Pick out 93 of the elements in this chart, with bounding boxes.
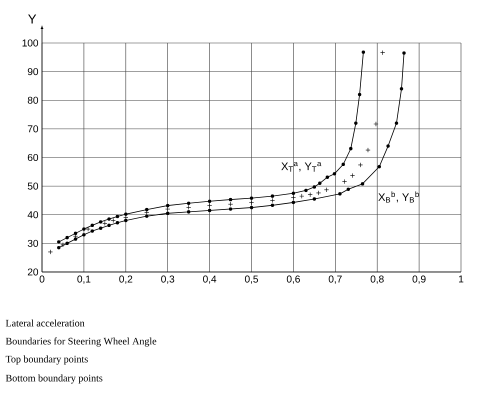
point	[250, 196, 254, 200]
point	[326, 176, 330, 179]
point	[349, 146, 353, 150]
point	[365, 148, 370, 153]
y-tick-label: 50	[28, 182, 38, 190]
point	[394, 121, 398, 125]
point	[312, 185, 316, 189]
x-tick-label: 0,8	[370, 276, 384, 284]
point	[107, 217, 111, 221]
point	[90, 224, 94, 228]
point	[292, 192, 296, 195]
point	[116, 214, 120, 218]
y-tick-label: 80	[28, 96, 38, 104]
point	[250, 206, 254, 210]
point	[386, 144, 390, 148]
point	[124, 218, 128, 222]
point	[312, 197, 316, 201]
point	[358, 92, 362, 96]
point	[110, 218, 116, 223]
y-tick-label: 30	[28, 240, 38, 247]
point	[82, 233, 86, 236]
point	[378, 164, 381, 168]
x-tick-label: 0,6	[286, 276, 300, 284]
y-tick-label: 100	[22, 39, 38, 47]
point	[65, 242, 69, 246]
point	[166, 204, 170, 208]
x-tick-label: 0,5	[244, 276, 258, 284]
point	[318, 182, 322, 185]
point	[270, 204, 274, 207]
point	[324, 187, 330, 192]
point	[107, 224, 111, 228]
text: Top boundary points	[6, 355, 88, 365]
text: Bottom boundary points	[6, 374, 102, 384]
point	[270, 194, 274, 198]
point	[98, 220, 102, 224]
point	[304, 188, 308, 192]
point	[145, 208, 148, 212]
y-axis-title: Y	[28, 14, 36, 24]
y-tick-label: 90	[28, 68, 38, 76]
point	[186, 202, 190, 205]
point	[249, 200, 254, 206]
point	[57, 246, 60, 250]
x-tick-label: 1	[458, 276, 464, 282]
text: Lateral acceleration	[6, 319, 85, 326]
point	[208, 208, 212, 212]
x-tick-label: 0,7	[328, 276, 342, 284]
point	[292, 200, 296, 204]
point	[124, 212, 128, 216]
point	[74, 232, 78, 236]
point	[270, 198, 275, 203]
point	[208, 200, 212, 203]
point	[86, 226, 91, 232]
y-tick-label: 60	[28, 154, 38, 162]
point	[360, 182, 364, 186]
y-tick-label: 70	[28, 125, 38, 132]
point	[358, 162, 363, 168]
x-tick-label: 0,4	[203, 276, 216, 284]
y-tick-label: 40	[28, 211, 38, 218]
point	[57, 240, 60, 244]
y-tick-label: 20	[28, 268, 38, 276]
point	[342, 162, 345, 166]
point	[342, 179, 348, 184]
point	[60, 242, 66, 248]
point	[186, 210, 190, 214]
point	[290, 195, 296, 200]
point	[65, 236, 69, 240]
point	[316, 190, 322, 196]
point	[228, 198, 232, 202]
point	[373, 122, 378, 126]
point	[165, 206, 170, 212]
point	[362, 50, 366, 54]
point	[346, 188, 350, 191]
point	[166, 212, 170, 216]
point	[332, 172, 336, 176]
point	[400, 87, 404, 90]
x-tick-label: 0	[40, 276, 44, 283]
text: Boundaries for Steering Wheel Angle	[6, 337, 156, 347]
x-tick-label: 0,2	[119, 276, 132, 284]
x-tick-label: 0,9	[412, 276, 426, 284]
point	[98, 226, 102, 230]
point	[90, 229, 94, 233]
point	[228, 207, 232, 211]
point	[402, 51, 406, 55]
x-tick-label: 0,1	[77, 276, 90, 284]
x-tick-label: 0,3	[161, 276, 174, 284]
point	[145, 214, 148, 218]
point	[338, 192, 342, 196]
point	[350, 173, 355, 178]
point	[48, 249, 53, 254]
point	[354, 121, 358, 125]
point	[82, 227, 86, 231]
point	[228, 202, 234, 207]
point	[116, 221, 120, 224]
